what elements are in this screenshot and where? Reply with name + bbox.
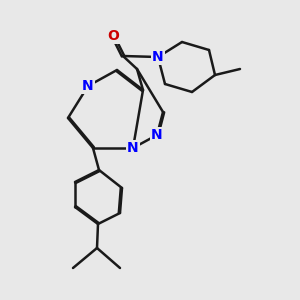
Text: O: O bbox=[107, 29, 119, 43]
Text: N: N bbox=[152, 50, 164, 64]
Text: N: N bbox=[151, 128, 163, 142]
Text: N: N bbox=[127, 141, 139, 155]
Text: N: N bbox=[82, 79, 94, 93]
